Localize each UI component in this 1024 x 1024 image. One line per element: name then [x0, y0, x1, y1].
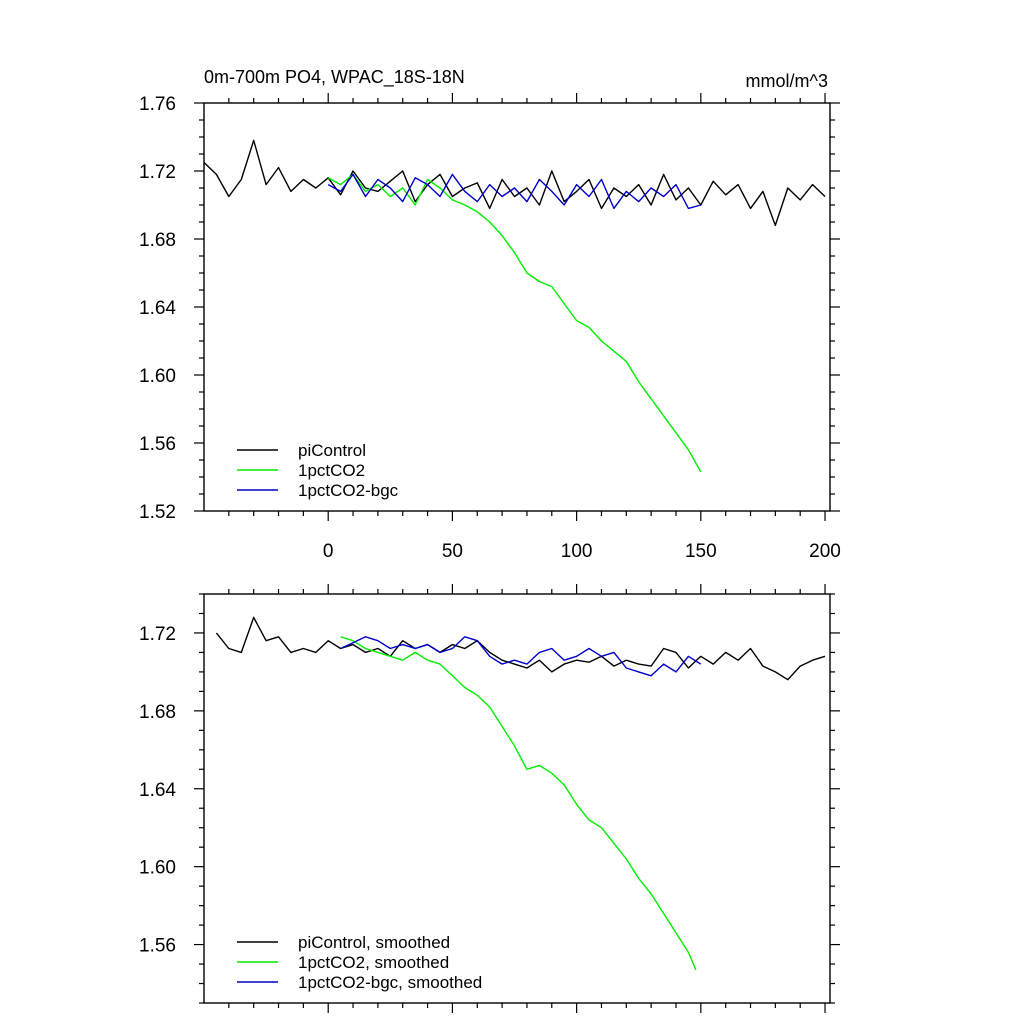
series-line-1pctco2-smoothed — [340, 636, 697, 971]
series-line-picontrol-smoothed — [215, 616, 826, 681]
x-tick-label: 0 — [323, 541, 334, 562]
top-chart-title: 0m-700m PO4, WPAC_18S-18N — [204, 67, 465, 88]
y-tick-label: 1.56 — [139, 434, 176, 455]
x-tick-label: 50 — [442, 541, 463, 562]
y-tick-label: 1.68 — [139, 702, 176, 723]
bottom-plot-frame — [203, 593, 831, 1004]
y-tick-label: 1.64 — [139, 780, 176, 801]
y-tick-label: 1.60 — [139, 366, 176, 387]
x-tick-label: 150 — [685, 541, 717, 562]
legend-label: 1pctCO2, smoothed — [298, 953, 449, 972]
y-tick-label: 1.52 — [139, 502, 176, 523]
bottom-panel: 1.56 1.60 1.64 1.68 1.72 piControl, smoothed… — [139, 584, 840, 1013]
series-line-picontrol — [203, 139, 826, 227]
series-line-1pctco2 — [327, 173, 702, 473]
top-series-lines — [203, 139, 826, 473]
top-chart-units: mmol/m^3 — [746, 71, 828, 91]
legend-label: 1pctCO2-bgc — [298, 481, 399, 500]
series-line-1pctco2-bgc — [327, 173, 701, 210]
bottom-series-lines — [215, 616, 826, 971]
top-panel: 0m-700m PO4, WPAC_18S-18N mmol/m^3 1.521… — [139, 67, 841, 562]
series-line-1pctco2-bgc-smoothed — [340, 636, 702, 677]
top-axis-ticks: 1.52 1.56 1.60 1.64 1.68 1.72 1.76 0 50 100 150 200 — [139, 93, 841, 562]
x-tick-label: 200 — [809, 541, 841, 562]
y-tick-label: 1.68 — [139, 230, 176, 251]
legend-label: piControl, smoothed — [298, 933, 450, 952]
legend-label: 1pctCO2-bgc, smoothed — [298, 973, 482, 992]
y-tick-label: 1.60 — [139, 858, 176, 879]
y-tick-label: 1.72 — [139, 624, 176, 645]
y-tick-label: 1.64 — [139, 298, 176, 319]
bottom-axis-ticks: 1.56 1.60 1.64 1.68 1.72 — [139, 584, 840, 1013]
legend-label: piControl — [298, 441, 366, 460]
legend-label: 1pctCO2 — [298, 461, 365, 480]
x-tick-label: 100 — [561, 541, 593, 562]
y-tick-label: 1.76 — [139, 94, 176, 115]
y-tick-label: 1.56 — [139, 936, 176, 957]
y-tick-label: 1.72 — [139, 162, 176, 183]
